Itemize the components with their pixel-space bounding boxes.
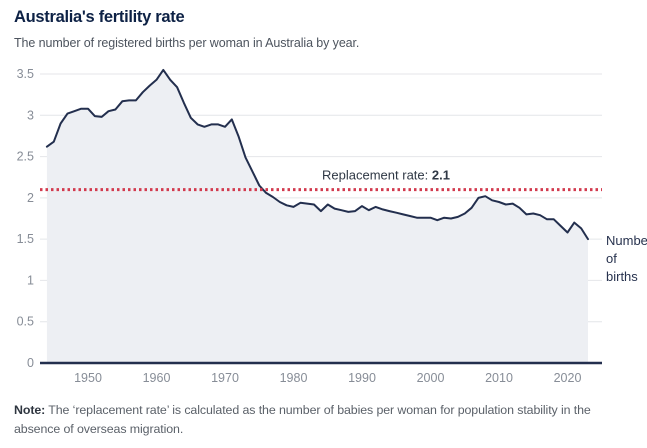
x-tick-label: 2000 [417, 371, 445, 385]
area-fill [46, 69, 588, 364]
replacement-rate-label: Replacement rate: 2.1 [322, 168, 450, 183]
series-end-label: births [606, 269, 638, 284]
page-title: Australia's fertility rate [14, 8, 185, 26]
y-tick-label: 3.5 [17, 67, 34, 81]
y-tick-label: 0 [27, 356, 34, 370]
x-tick-label: 2010 [485, 371, 513, 385]
x-tick-label: 1990 [348, 371, 376, 385]
x-tick-label: 1960 [143, 371, 171, 385]
y-tick-label: 2 [27, 191, 34, 205]
x-tick-label: 2020 [554, 371, 582, 385]
y-tick-label: 0.5 [17, 315, 34, 329]
fertility-rate-chart: Replacement rate: 2.1 0 0.5 1 1.5 2 2.5 3 3.5 195… [17, 67, 647, 385]
y-tick-label: 1.5 [17, 232, 34, 246]
page-subtitle: The number of registered births per woma… [14, 35, 360, 50]
y-tick-label: 2.5 [17, 150, 34, 164]
x-tick-label: 1950 [74, 371, 102, 385]
x-tick-label: 1980 [280, 371, 308, 385]
footnote-text: The ‘replacement rate’ is calculated as … [14, 403, 591, 436]
footnote: Note: The ‘replacement rate’ is calculat… [0, 395, 647, 438]
x-tick-label: 1970 [211, 371, 239, 385]
fertility-line [45, 68, 589, 241]
footnote-label: Note: [14, 403, 46, 418]
y-tick-label: 1 [27, 273, 34, 287]
y-tick-label: 3 [27, 108, 34, 122]
series-end-label: of [606, 251, 617, 266]
series-end-label: Number [606, 233, 647, 248]
chart-header: Australia's fertility rate The number of… [0, 0, 647, 51]
